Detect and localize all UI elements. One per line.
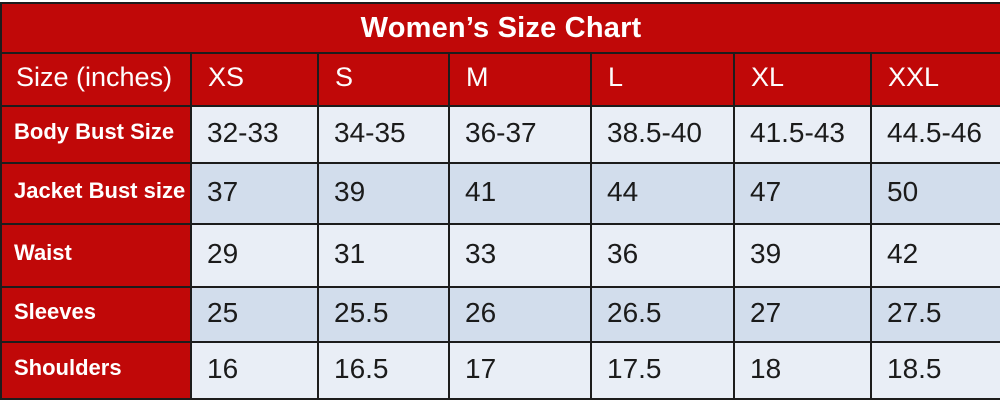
size-chart: Women’s Size Chart Size (inches) XS S M …	[0, 2, 1000, 400]
size-value-cell: 44.5-46	[869, 105, 1000, 164]
table-title-row: Women’s Size Chart	[0, 2, 1000, 54]
row-label: Shoulders	[0, 341, 192, 400]
size-value-cell: 50	[869, 162, 1000, 225]
size-value-cell: 26.5	[590, 286, 735, 343]
table-row-waist: Waist 29 31 33 36 39 42	[0, 223, 1000, 288]
size-value-cell: 27	[733, 286, 872, 343]
size-value-cell: 25.5	[317, 286, 450, 343]
table-row-sleeves: Sleeves 25 25.5 26 26.5 27 27.5	[0, 286, 1000, 343]
table-row-body-bust: Body Bust Size 32-33 34-35 36-37 38.5-40…	[0, 105, 1000, 164]
size-value-cell: 32-33	[190, 105, 319, 164]
size-value-cell: 38.5-40	[590, 105, 735, 164]
corner-header: Size (inches)	[0, 52, 192, 107]
size-column-header-l: L	[590, 52, 735, 107]
size-value-cell: 17.5	[590, 341, 735, 400]
size-value-cell: 44	[590, 162, 735, 225]
size-value-cell: 47	[733, 162, 872, 225]
size-chart-table: Women’s Size Chart Size (inches) XS S M …	[0, 2, 1000, 400]
size-value-cell: 36-37	[448, 105, 592, 164]
size-value-cell: 29	[190, 223, 319, 288]
table-row-jacket-bust: Jacket Bust size 37 39 41 44 47 50	[0, 162, 1000, 225]
size-value-cell: 17	[448, 341, 592, 400]
size-value-cell: 37	[190, 162, 319, 225]
size-column-header-s: S	[317, 52, 450, 107]
size-value-cell: 41	[448, 162, 592, 225]
size-value-cell: 41.5-43	[733, 105, 872, 164]
size-value-cell: 18	[733, 341, 872, 400]
size-column-header-m: M	[448, 52, 592, 107]
size-value-cell: 36	[590, 223, 735, 288]
size-value-cell: 27.5	[869, 286, 1000, 343]
size-column-header-xl: XL	[733, 52, 872, 107]
size-column-header-xxl: XXL	[869, 52, 1000, 107]
size-value-cell: 34-35	[317, 105, 450, 164]
size-value-cell: 39	[733, 223, 872, 288]
row-label: Body Bust Size	[0, 105, 192, 164]
size-value-cell: 16	[190, 341, 319, 400]
size-value-cell: 33	[448, 223, 592, 288]
row-label: Waist	[0, 223, 192, 288]
row-label: Sleeves	[0, 286, 192, 343]
size-column-header-xs: XS	[190, 52, 319, 107]
size-value-cell: 31	[317, 223, 450, 288]
size-value-cell: 18.5	[869, 341, 1000, 400]
size-value-cell: 25	[190, 286, 319, 343]
size-value-cell: 42	[869, 223, 1000, 288]
size-value-cell: 26	[448, 286, 592, 343]
table-row-shoulders: Shoulders 16 16.5 17 17.5 18 18.5	[0, 341, 1000, 400]
row-label: Jacket Bust size	[0, 162, 192, 225]
size-header-row: Size (inches) XS S M L XL XXL	[0, 52, 1000, 107]
size-value-cell: 39	[317, 162, 450, 225]
chart-title: Women’s Size Chart	[0, 2, 1000, 54]
size-value-cell: 16.5	[317, 341, 450, 400]
